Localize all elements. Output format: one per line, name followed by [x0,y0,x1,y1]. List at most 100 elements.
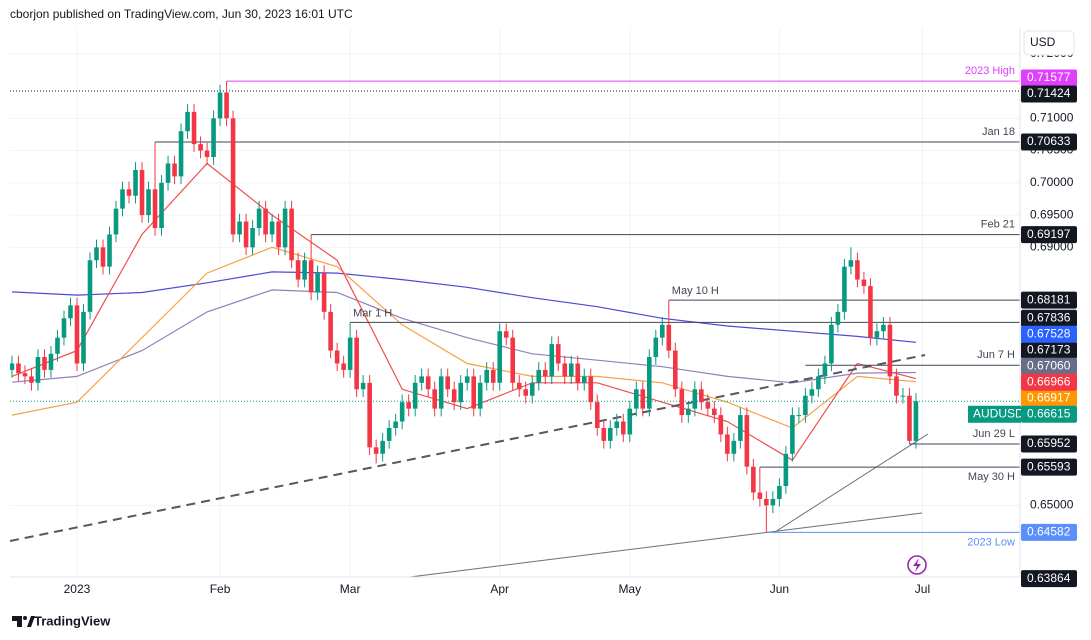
alert-icon[interactable] [907,555,927,575]
price-badge-label: 0.68181 [1027,292,1071,306]
candle-body [490,369,496,383]
candle-body [237,221,242,235]
candle-body [855,260,860,280]
price-badge-label: 0.66615 [1027,406,1071,420]
candle-body [842,266,847,312]
candle-body [633,389,639,409]
candle-body [673,350,678,390]
candle-body [679,389,685,416]
candle-body [712,408,717,416]
footer: TradingView [34,613,111,628]
x-tick-label: May [618,582,641,596]
candle-body [653,337,659,358]
candle-body [178,131,184,177]
candle-body [640,389,646,409]
candle-body [777,486,782,499]
price-badge [1021,435,1077,453]
trendline [774,433,929,533]
logo-dot [23,616,27,620]
candle-body [646,357,652,409]
price-badge-label: 0.67528 [1027,326,1071,340]
candle-body [321,273,327,312]
price-badge [1021,309,1077,327]
candle-body [686,408,691,416]
candle-body [575,363,581,383]
price-badge [1021,570,1077,588]
price-badge-label: 0.67836 [1027,310,1071,324]
candle-body [159,182,164,228]
candle-body [191,111,197,145]
candle-body [282,208,288,248]
candle-body [438,376,444,409]
candle-body [354,337,359,390]
candle-body [406,402,411,409]
candle-body [764,498,769,506]
candle-body [503,331,509,338]
candle-body [874,331,880,338]
price-badge [1021,389,1077,407]
candle-body [152,189,158,228]
candle-body [822,363,828,377]
price-badge-label: 0.71424 [1027,86,1071,100]
candle-body [269,221,275,235]
candle-body [204,150,210,158]
price-badge-label: 0.66966 [1027,374,1071,388]
level-name: Mar 1 H [353,307,392,319]
candle-body [198,144,203,151]
x-tick-label: 2023 [64,582,91,596]
candle-body [705,402,711,409]
candle-body [497,331,503,383]
candle-body [725,434,730,454]
price-badge [1021,523,1077,541]
candle-body [477,382,483,409]
level-name: 2023 Low [967,536,1015,548]
candle-body [295,260,301,280]
candle-body [48,353,54,370]
candle-body [224,92,229,119]
candle-body [894,376,899,396]
price-badge [1021,69,1077,87]
price-badge-label: 0.67173 [1027,342,1071,356]
candle-body [133,169,138,196]
candle-body [94,247,99,261]
price-badge [1021,291,1077,309]
candle-body [887,324,893,377]
price-badge [1021,357,1077,375]
price-badge [1021,133,1077,151]
x-tick-label: Apr [490,582,509,596]
logo-mark [12,616,22,627]
price-badge [1021,373,1077,391]
candle-body [542,369,548,377]
y-tick-label: 0.71000 [1030,110,1074,124]
icon-circle [907,555,927,575]
candle-body [139,169,145,216]
candle-body [81,311,86,364]
candle-body [471,376,477,409]
candle-body [432,389,437,409]
candle-body [393,421,398,428]
candle-body [523,389,529,396]
candle-body [549,344,555,377]
candle-body [601,427,607,441]
price-badge [1021,405,1077,423]
candle-body [120,189,125,209]
candle-body [35,357,41,383]
candle-body [172,163,177,177]
candle-body [510,337,516,383]
currency-box[interactable] [1023,30,1075,56]
moving-average [11,289,916,384]
candle-body [347,337,353,370]
moving-average [11,271,916,343]
candle-body [783,453,789,487]
candle-body [829,324,834,364]
candle-body [445,376,450,390]
price-badge-label: 0.66917 [1027,390,1071,404]
candle-body [516,382,522,390]
candle-body [399,402,405,422]
x-tick-label: Jul [915,582,930,596]
price-badge [1021,341,1077,359]
candle-body [87,260,93,312]
candle-body [731,440,737,454]
candle-body [328,311,333,351]
